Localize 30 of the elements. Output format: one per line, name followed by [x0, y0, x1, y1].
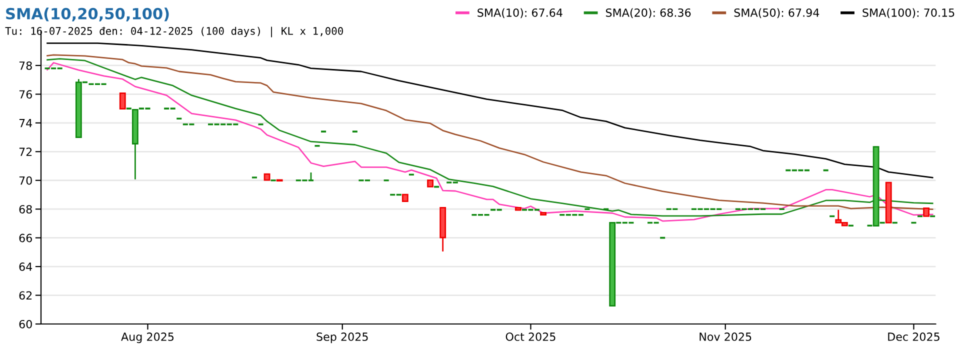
x-tick-label: Aug 2025 [121, 332, 174, 344]
y-tick-label: 62 [19, 291, 32, 300]
candlestick [264, 173, 270, 181]
y-tick-label: 76 [19, 90, 32, 99]
y-tick-label: 70 [19, 176, 32, 185]
legend-label: SMA(10): 67.64 [478, 8, 562, 18]
candlestick [402, 194, 408, 202]
candlestick [885, 182, 892, 224]
legend-label: SMA(50): 67.94 [734, 8, 820, 18]
chart-subtitle: Tu: 16-07-2025 đen: 04-12-2025 (100 days) | KL x 1,000 [5, 26, 343, 38]
x-tick-label: Oct 2025 [506, 332, 556, 341]
y-tick-label: 60 [19, 320, 32, 328]
line-series [46, 42, 934, 178]
y-tick-label: 64 [19, 262, 32, 271]
y-tick-label: 74 [19, 119, 32, 128]
y-tick-label: 66 [19, 234, 32, 242]
candlestick [119, 92, 126, 110]
candlestick [923, 208, 930, 217]
x-tick-label: Dec 2025 [888, 332, 940, 341]
chart-title: SMA(10,20,50,100) [6, 8, 169, 22]
x-tick-label: Sep 2025 [316, 332, 368, 344]
x-tick-label: Nov 2025 [700, 332, 752, 341]
candlestick [514, 206, 522, 211]
y-tick-label: 78 [19, 61, 32, 70]
candlestick [427, 180, 434, 188]
y-tick-label: 68 [19, 205, 32, 214]
candlestick [540, 212, 546, 216]
y-tick-label: 72 [19, 148, 32, 156]
legend-label: SMA(20): 68.36 [606, 8, 691, 18]
legend-label: SMA(100): 70.15 [862, 8, 954, 18]
